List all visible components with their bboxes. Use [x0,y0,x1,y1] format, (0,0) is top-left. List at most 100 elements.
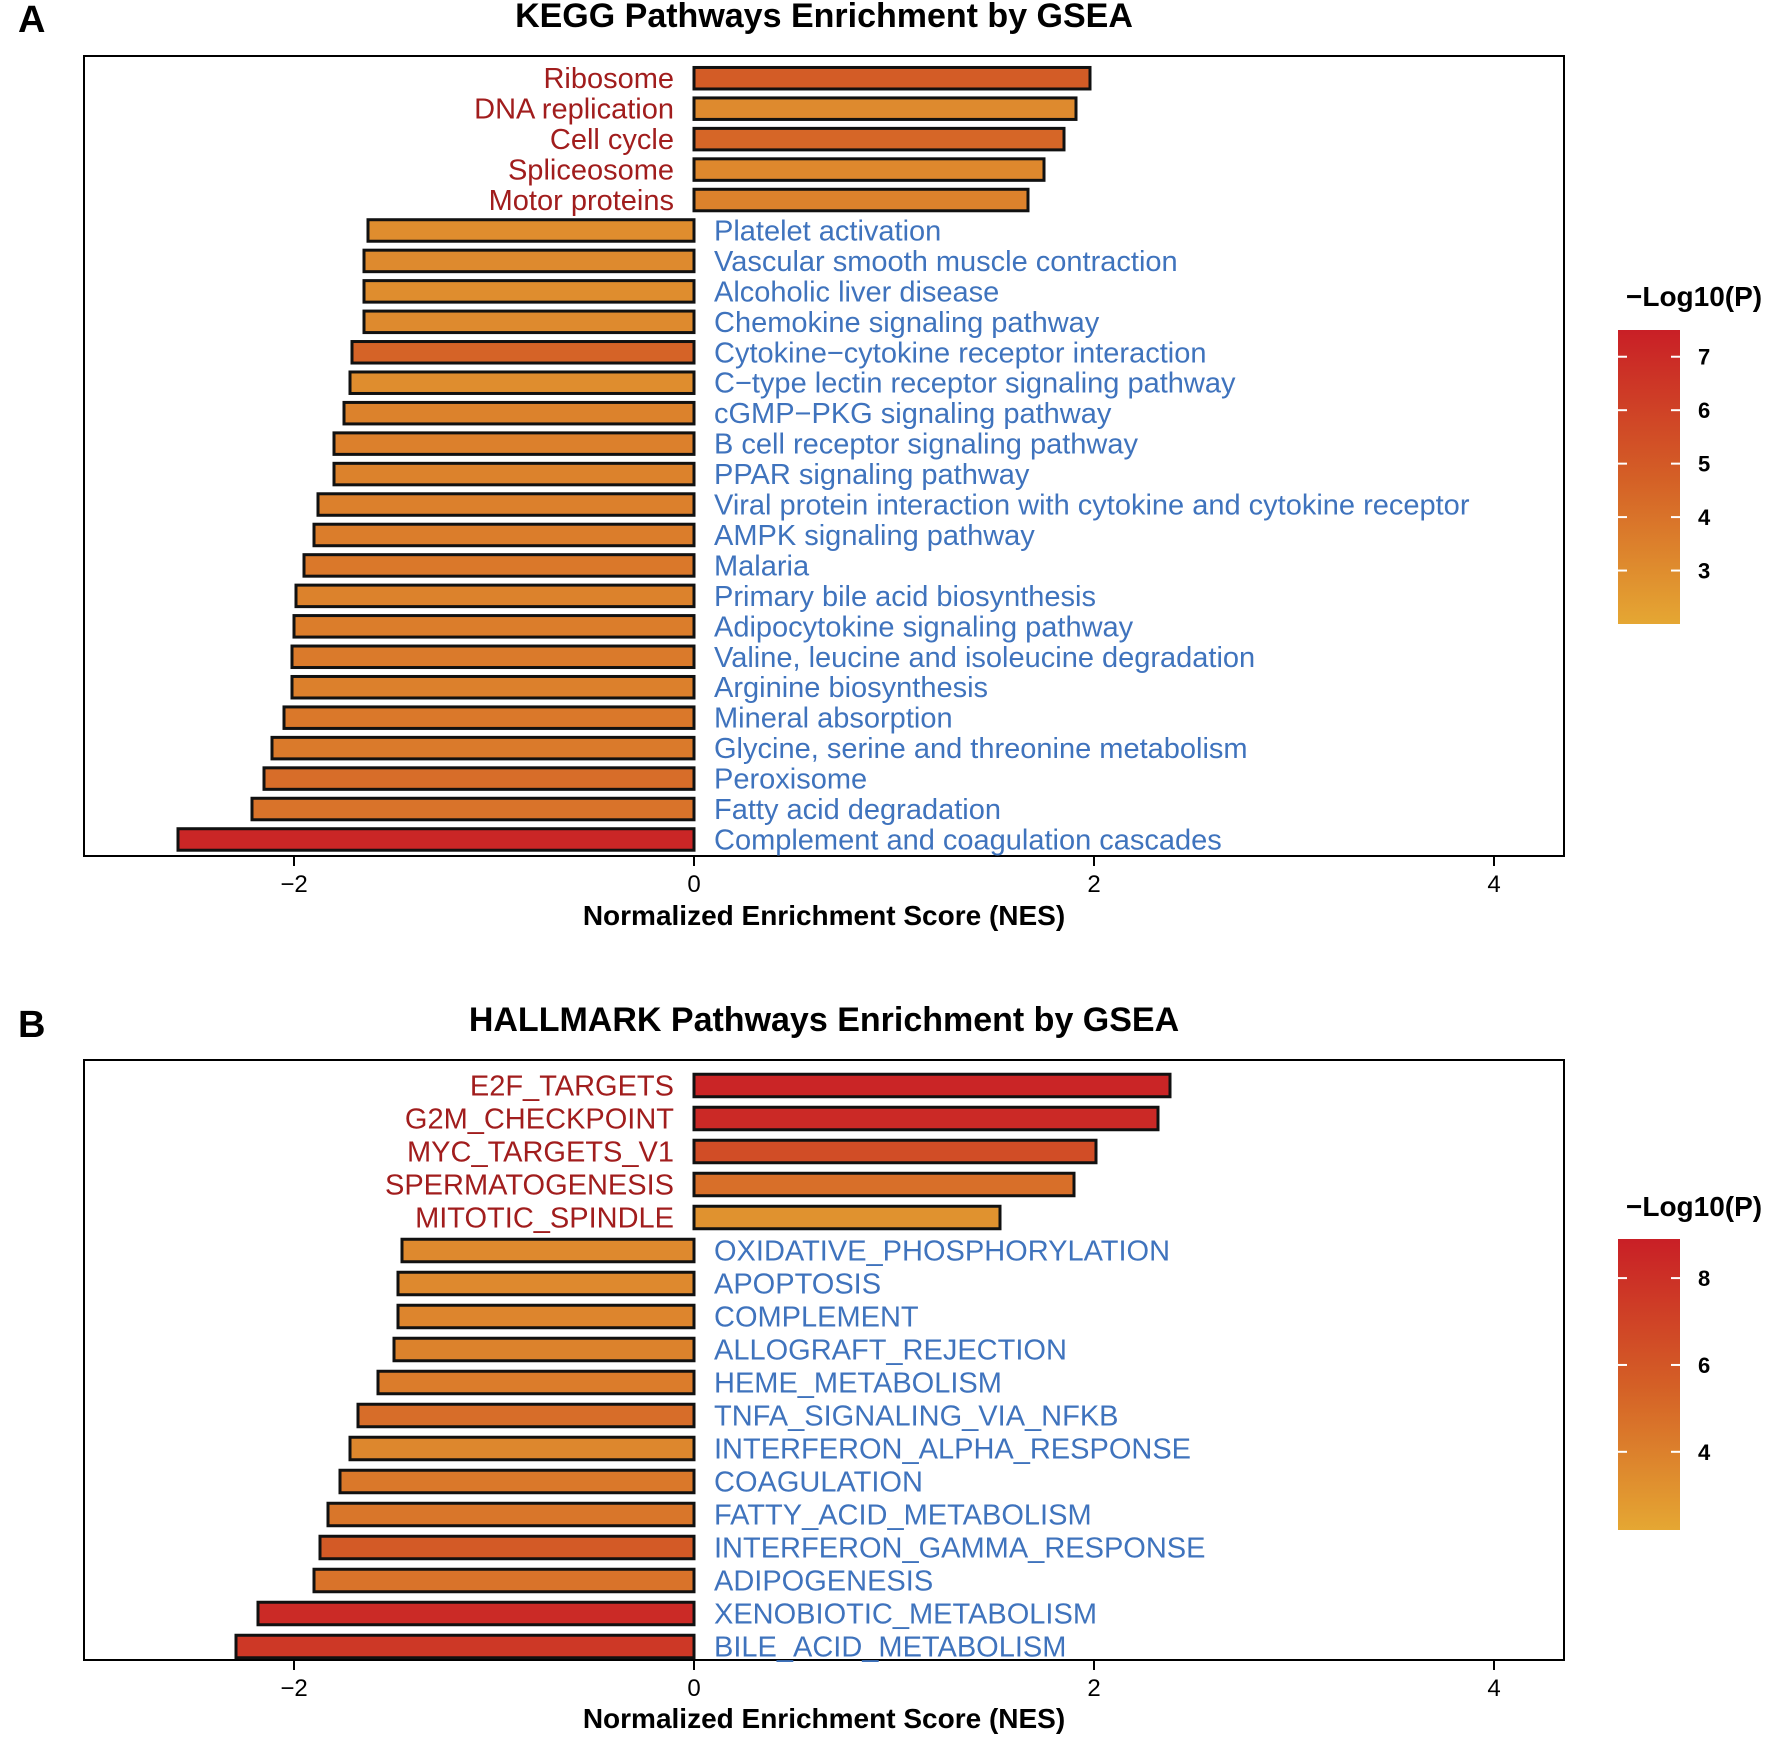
bar [250,796,696,822]
category-label: Cytokine−cytokine receptor interaction [714,337,1206,369]
bar [692,96,1078,121]
bar [312,522,696,548]
bar [362,279,696,304]
legend-tick-label: 6 [1698,1353,1710,1378]
category-label: HEME_METABOLISM [714,1368,1002,1400]
legend-title: −Log10(P) [1626,281,1762,312]
bar [348,1435,696,1462]
bar [692,65,1092,91]
category-label: SPERMATOGENESIS [385,1170,674,1202]
category-label: Glycine, serine and threonine metabolism [714,733,1248,765]
category-label: E2F_TARGETS [470,1071,674,1103]
category-label: INTERFERON_ALPHA_RESPONSE [714,1434,1191,1466]
bar [692,1072,1172,1099]
category-label: Cell cycle [550,124,674,156]
x-tick-label: 2 [1087,871,1100,898]
bar [692,1138,1098,1165]
category-label: XENOBIOTIC_METABOLISM [714,1599,1097,1631]
bar [692,1171,1076,1198]
chart-panel-a: A KEGG Pathways Enrichment by GSEA Ribosom… [18,0,1762,931]
category-label: cGMP−PKG signaling pathway [714,398,1112,430]
legend-tick-label: 4 [1698,505,1711,530]
category-label: ADIPOGENESIS [714,1566,933,1598]
colorbar [1618,1239,1680,1530]
bar [282,705,696,730]
chart-panel-b: B HALLMARK Pathways Enrichment by GSEA E2F… [18,1001,1762,1734]
bar [692,126,1066,152]
category-label: Spliceosome [508,155,674,187]
category-label: Malaria [714,550,810,582]
bar [262,766,696,791]
bar [312,1567,696,1594]
category-label: OXIDATIVE_PHOSPHORYLATION [714,1236,1170,1268]
bar [692,1105,1160,1132]
category-label: BILE_ACID_METABOLISM [714,1632,1066,1664]
category-label: APOPTOSIS [714,1269,881,1301]
category-label: Vascular smooth muscle contraction [714,246,1178,278]
legend-tick-label: 4 [1698,1440,1711,1465]
bar [302,553,696,578]
colorbar [1618,330,1680,624]
bar [270,735,696,761]
bar [234,1633,696,1660]
bar [348,370,696,395]
bar [366,218,696,243]
category-label: COMPLEMENT [714,1302,919,1334]
bar [692,157,1046,182]
plot-frame [83,55,1565,857]
chart-title: KEGG Pathways Enrichment by GSEA [515,0,1133,35]
category-label: Chemokine signaling pathway [714,307,1100,339]
x-tick-label: 4 [1487,871,1500,898]
x-tick-label: 0 [687,871,700,898]
bar [692,187,1030,213]
category-label: Adipocytokine signaling pathway [714,611,1134,643]
category-label: Fatty acid degradation [714,794,1001,826]
x-tick-label: −2 [280,1675,307,1702]
x-axis-label: Normalized Enrichment Score (NES) [583,900,1065,931]
bar [318,1534,696,1561]
category-label: Alcoholic liver disease [714,276,999,308]
legend-tick-label: 7 [1698,345,1710,370]
bar [392,1336,696,1363]
legend-tick-label: 3 [1698,559,1710,584]
bar [362,309,696,335]
bar [400,1237,696,1264]
category-label: MITOTIC_SPINDLE [415,1203,674,1235]
plot-frame [83,1059,1565,1661]
bar [332,431,696,456]
bar [362,248,696,274]
x-tick-label: −2 [280,871,307,898]
category-label: ALLOGRAFT_REJECTION [714,1335,1067,1367]
category-label: G2M_CHECKPOINT [405,1104,674,1136]
bar [176,827,696,852]
x-tick-label: 0 [687,1675,700,1702]
bar [396,1303,696,1330]
category-label: Platelet activation [714,215,941,247]
bar [332,461,696,487]
category-label: Valine, leucine and isoleucine degradati… [714,642,1255,674]
bar [396,1270,696,1297]
legend-tick-label: 8 [1698,1266,1710,1291]
bar [342,400,696,426]
category-label: B cell receptor signaling pathway [714,429,1138,461]
x-axis-label: Normalized Enrichment Score (NES) [583,1703,1065,1734]
bar [290,644,696,670]
legend-tick-label: 6 [1698,398,1710,423]
x-tick-label: 2 [1087,1675,1100,1702]
category-label: COAGULATION [714,1467,923,1499]
bar [294,583,696,609]
bar [692,1204,1002,1231]
x-tick-label: 4 [1487,1675,1500,1702]
bar [338,1468,696,1495]
chart-title: HALLMARK Pathways Enrichment by GSEA [469,1001,1179,1039]
panel-label: A [18,0,45,41]
category-label: AMPK signaling pathway [714,520,1035,552]
legend-title: −Log10(P) [1626,1191,1762,1222]
bar [316,492,696,517]
bar [326,1501,696,1528]
bar [292,614,696,639]
category-label: Arginine biosynthesis [714,672,988,704]
legend-tick-label: 5 [1698,452,1710,477]
category-label: DNA replication [474,94,674,126]
